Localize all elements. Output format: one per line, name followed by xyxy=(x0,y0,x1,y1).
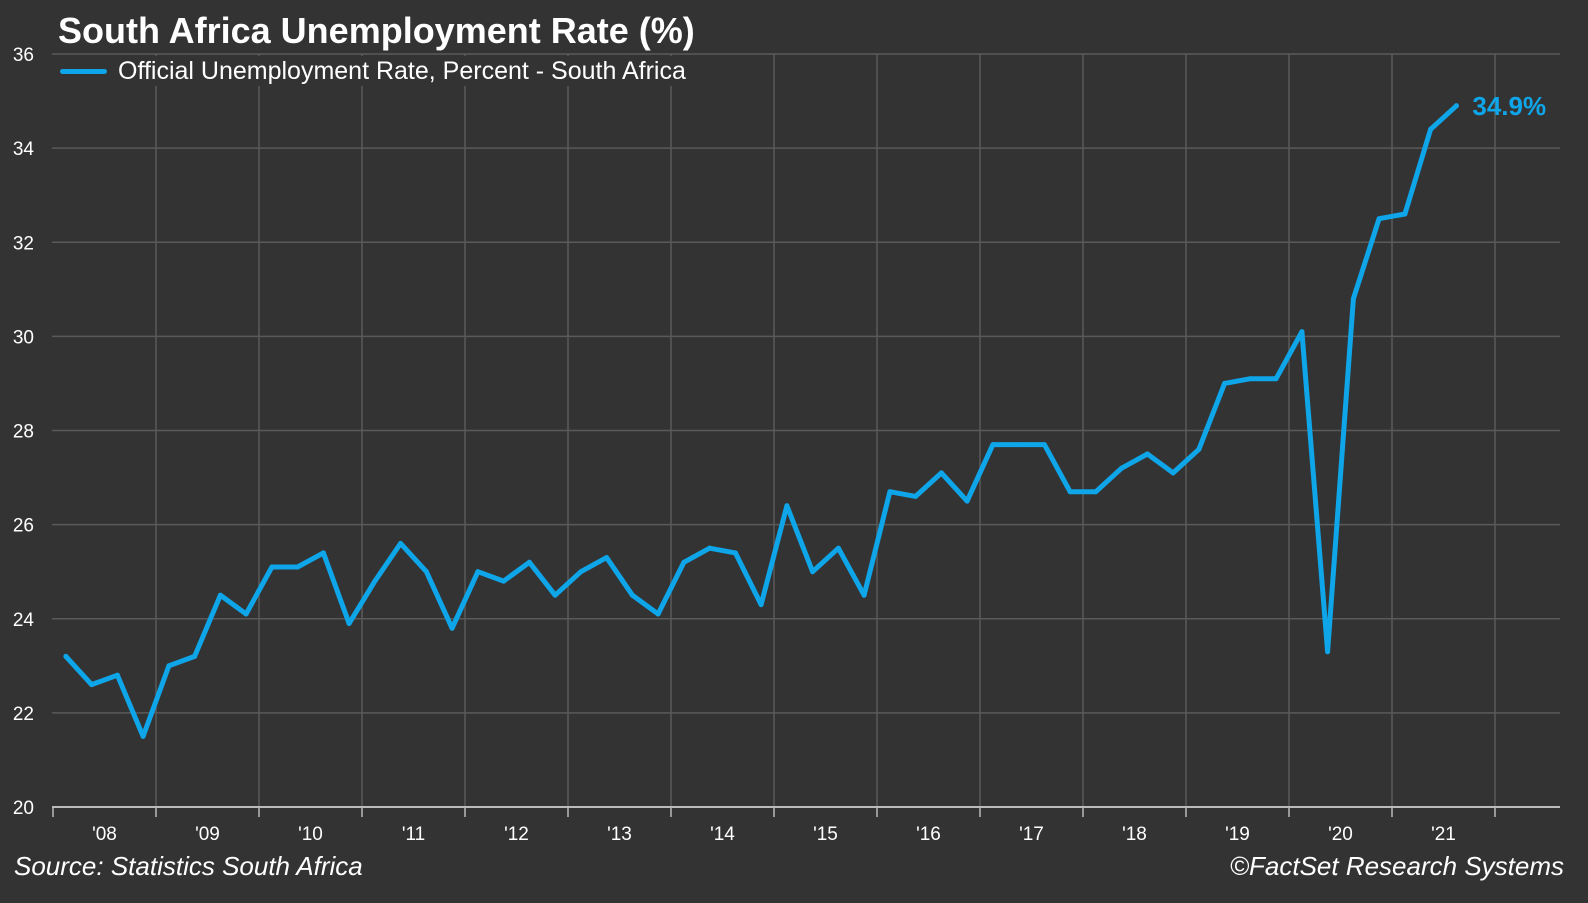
y-tick-label: 28 xyxy=(13,422,34,443)
data-point xyxy=(295,564,301,570)
data-point xyxy=(1402,211,1408,217)
data-point xyxy=(629,592,635,598)
y-tick-label: 36 xyxy=(13,45,34,66)
data-point xyxy=(1428,126,1434,132)
data-point xyxy=(861,592,867,598)
y-tick-label: 30 xyxy=(13,327,34,348)
data-point xyxy=(192,653,198,659)
data-point xyxy=(475,569,481,575)
x-tick-label: '20 xyxy=(1328,824,1353,845)
x-tick-label: '09 xyxy=(195,824,220,845)
tick-labels: 20 22 24 26 28 30 32 34 36 '08 '09 '10 '11 '12 '13 '14 '… xyxy=(13,45,1546,845)
data-point xyxy=(63,653,69,659)
data-point xyxy=(1299,329,1305,335)
y-tick-label: 24 xyxy=(13,610,35,631)
y-tick-label: 20 xyxy=(13,798,34,819)
data-point xyxy=(913,493,919,499)
x-tick-label: '16 xyxy=(916,824,941,845)
data-point xyxy=(89,682,95,688)
x-tick-label: '17 xyxy=(1019,824,1044,845)
data-point xyxy=(398,540,404,546)
data-point xyxy=(449,625,455,631)
data-point xyxy=(526,559,532,565)
data-point xyxy=(810,569,816,575)
data-point xyxy=(887,489,893,495)
end-value-label: 34.9% xyxy=(1472,91,1546,121)
data-point xyxy=(552,592,558,598)
copyright-note: ©FactSet Research Systems xyxy=(1229,851,1564,881)
data-point xyxy=(604,555,610,561)
x-tick-label: '10 xyxy=(298,824,323,845)
x-tick-label: '21 xyxy=(1431,824,1456,845)
data-point xyxy=(1119,465,1125,471)
data-point xyxy=(758,602,764,608)
data-point xyxy=(938,470,944,476)
x-tick-label: '12 xyxy=(504,824,529,845)
x-tick-label: '13 xyxy=(607,824,632,845)
data-point xyxy=(1144,451,1150,457)
y-tick-label: 32 xyxy=(13,233,34,254)
data-point xyxy=(655,611,661,617)
x-tick-label: '08 xyxy=(92,824,117,845)
legend-label: Official Unemployment Rate, Percent - So… xyxy=(118,56,686,85)
data-point xyxy=(217,592,223,598)
data-point xyxy=(578,569,584,575)
data-point xyxy=(269,564,275,570)
y-tick-label: 34 xyxy=(13,139,35,160)
data-point xyxy=(1067,489,1073,495)
data-point xyxy=(1196,446,1202,452)
series-layer xyxy=(63,103,1459,739)
y-tick-label: 26 xyxy=(13,516,34,537)
data-point xyxy=(835,545,841,551)
source-note: Source: Statistics South Africa xyxy=(14,851,363,881)
grid-lines xyxy=(52,53,1560,807)
data-point xyxy=(1041,442,1047,448)
data-point xyxy=(140,733,146,739)
data-point xyxy=(990,442,996,448)
x-tick-label: '19 xyxy=(1225,824,1250,845)
data-point xyxy=(1273,376,1279,382)
data-point xyxy=(964,498,970,504)
legend-swatch xyxy=(60,68,107,74)
data-point xyxy=(346,621,352,626)
data-point xyxy=(707,545,713,551)
data-point xyxy=(1093,489,1099,495)
data-point xyxy=(784,503,790,509)
data-point xyxy=(1453,103,1459,109)
data-point xyxy=(1350,296,1356,302)
x-tick-label: '14 xyxy=(710,824,735,845)
data-point xyxy=(166,663,172,669)
data-point xyxy=(732,550,738,556)
series-line xyxy=(63,103,1459,739)
data-point xyxy=(1376,216,1382,222)
data-point xyxy=(423,569,429,575)
legend: Official Unemployment Rate, Percent - So… xyxy=(60,56,692,86)
x-tick-label: '11 xyxy=(402,824,425,845)
data-point xyxy=(1247,376,1253,382)
data-point xyxy=(1325,649,1331,655)
data-point xyxy=(243,611,249,617)
data-point xyxy=(1222,380,1228,386)
data-point xyxy=(681,559,687,565)
data-point xyxy=(501,578,507,584)
chart-title: South Africa Unemployment Rate (%) xyxy=(58,10,695,51)
data-point xyxy=(114,672,120,678)
axes xyxy=(52,806,1560,817)
data-point xyxy=(320,550,326,556)
data-point xyxy=(1016,442,1022,448)
data-point xyxy=(372,578,378,584)
x-tick-label: '15 xyxy=(813,824,838,845)
x-tick-label: '18 xyxy=(1122,824,1147,845)
data-point xyxy=(1170,470,1176,476)
y-tick-label: 22 xyxy=(13,704,34,725)
